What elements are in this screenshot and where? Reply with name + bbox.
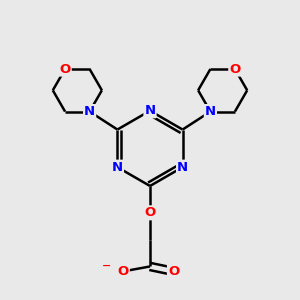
Text: N: N — [177, 161, 188, 174]
Text: N: N — [84, 105, 95, 118]
Text: N: N — [144, 104, 156, 117]
Text: O: O — [118, 265, 129, 278]
Text: N: N — [112, 161, 123, 174]
Text: N: N — [205, 105, 216, 118]
Text: O: O — [144, 206, 156, 219]
Text: O: O — [59, 63, 71, 76]
Text: O: O — [168, 265, 179, 278]
Text: −: − — [101, 260, 111, 271]
Text: O: O — [229, 63, 241, 76]
